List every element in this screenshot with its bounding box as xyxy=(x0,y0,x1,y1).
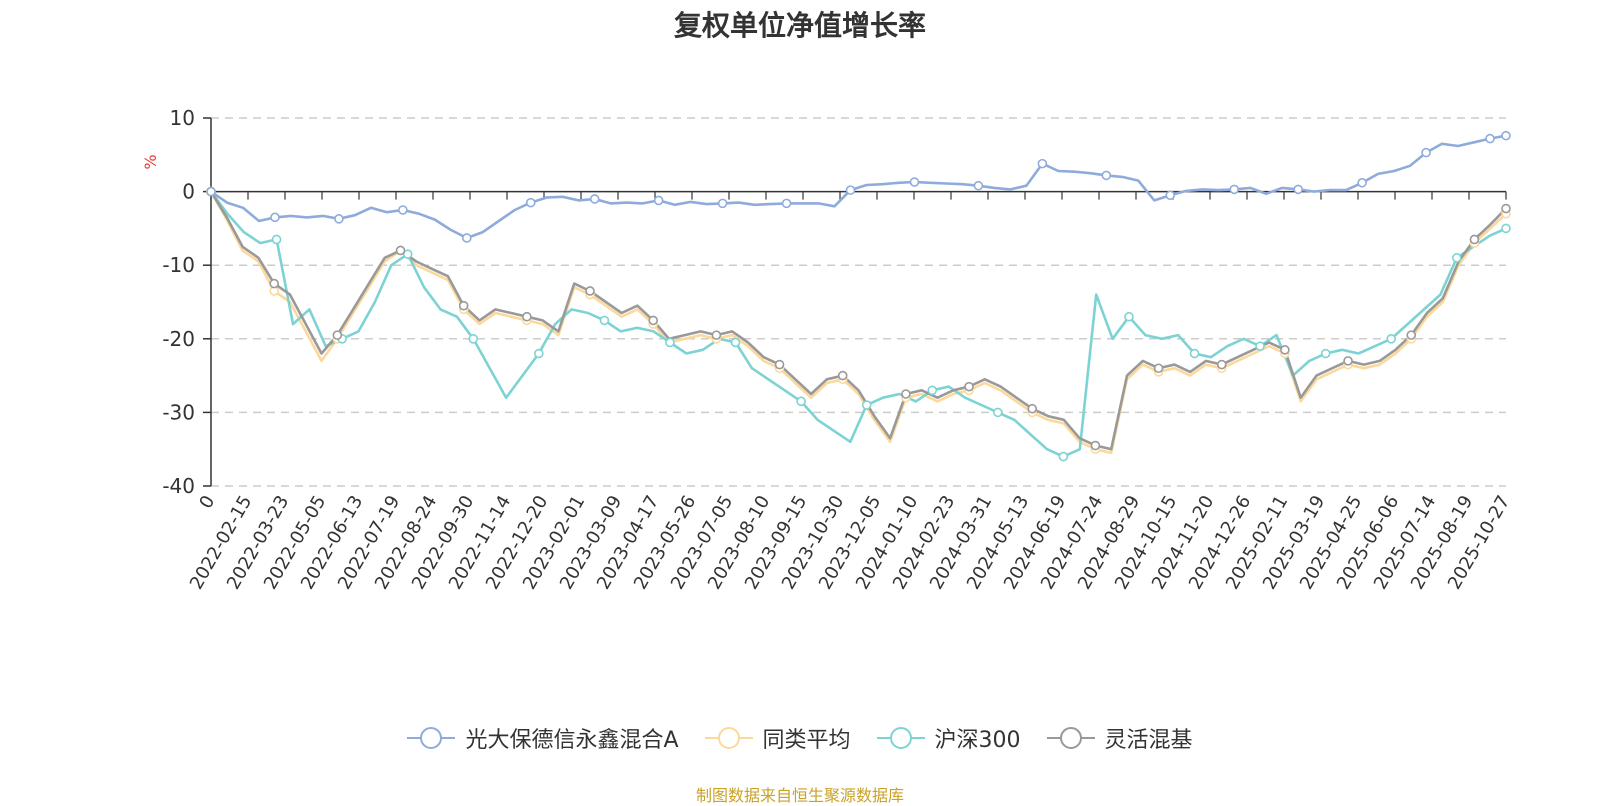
data-point xyxy=(1037,158,1048,169)
series-line xyxy=(209,190,1507,451)
data-point xyxy=(653,195,664,206)
legend-label: 光大保德信永鑫混合A xyxy=(465,728,679,753)
legend-swatch-icon xyxy=(1046,727,1095,749)
legend-item[interactable]: 灵活混基 xyxy=(1046,722,1193,754)
data-point xyxy=(1153,363,1164,374)
data-point xyxy=(458,300,469,311)
legend-label: 沪深300 xyxy=(934,728,1021,753)
legend-item[interactable]: 光大保德信永鑫混合A xyxy=(407,722,679,754)
data-point xyxy=(901,389,911,399)
data-point xyxy=(206,186,216,197)
x-tick-labels: 02022-02-152022-03-232022-05-052022-06-1… xyxy=(186,492,1514,593)
legend-item[interactable]: 同类平均 xyxy=(704,722,851,754)
data-point xyxy=(1216,359,1227,370)
data-point xyxy=(269,278,279,289)
series-markers xyxy=(206,130,1511,462)
data-point xyxy=(589,194,600,204)
legend-swatch-icon xyxy=(704,727,753,749)
data-point xyxy=(1090,440,1101,451)
data-point xyxy=(1421,147,1431,158)
data-point xyxy=(909,177,920,187)
grid-lines xyxy=(211,117,1506,487)
y-tick-labels: 10 0 -10 -20 -30 -40 xyxy=(162,106,195,498)
y-tick-label: -10 xyxy=(162,253,195,277)
legend-label: 同类平均 xyxy=(762,728,851,753)
data-point xyxy=(599,315,610,326)
data-point xyxy=(648,315,658,326)
data-point xyxy=(1469,234,1480,245)
data-point xyxy=(1027,403,1038,414)
y-tick-label: -30 xyxy=(162,400,195,424)
y-tick-label: -40 xyxy=(162,474,195,498)
data-point xyxy=(1357,177,1367,188)
data-point xyxy=(1485,133,1495,144)
data-point xyxy=(927,385,938,396)
data-point xyxy=(271,234,282,245)
data-point xyxy=(1189,348,1200,359)
legend-swatch-icon xyxy=(876,727,925,749)
y-tick-label: 0 xyxy=(182,180,195,204)
data-point xyxy=(711,330,722,340)
data-point xyxy=(462,233,472,243)
data-point xyxy=(717,198,728,209)
data-point xyxy=(861,400,872,410)
data-point xyxy=(964,381,974,392)
data-point xyxy=(534,348,544,359)
x-tick-label: 0 xyxy=(195,492,219,512)
data-point xyxy=(398,205,408,215)
data-point xyxy=(270,212,280,223)
data-point xyxy=(1229,184,1240,195)
y-axis-label: % xyxy=(141,154,160,169)
data-point xyxy=(1058,451,1069,462)
data-point xyxy=(334,214,344,224)
data-point xyxy=(1343,356,1353,366)
legend-swatch-icon xyxy=(407,727,456,749)
source-note: 制图数据来自恒生聚源数据库 xyxy=(695,786,904,805)
data-point xyxy=(1101,170,1112,181)
data-point xyxy=(837,370,848,381)
series-line xyxy=(209,190,1507,455)
legend: 光大保德信永鑫混合A 同类平均 沪深300 灵活混基 xyxy=(0,722,1600,754)
data-point xyxy=(332,330,343,340)
data-point xyxy=(1320,348,1331,359)
series-lines xyxy=(209,134,1507,458)
data-point xyxy=(1406,330,1417,340)
data-point xyxy=(1501,130,1511,141)
data-point xyxy=(665,337,675,348)
legend-label: 灵活混基 xyxy=(1104,728,1193,753)
series-line xyxy=(210,134,1507,240)
y-tick-label: 10 xyxy=(170,106,195,130)
data-point xyxy=(781,198,792,209)
data-point xyxy=(468,333,479,344)
data-point xyxy=(525,197,536,208)
data-point xyxy=(402,249,413,259)
data-point xyxy=(1452,253,1462,263)
data-point xyxy=(993,407,1003,418)
data-point xyxy=(796,396,806,407)
data-point xyxy=(1165,190,1176,201)
data-point xyxy=(973,180,984,191)
chart-title: 复权单位净值增长率 xyxy=(673,9,926,42)
data-point xyxy=(585,286,595,296)
series-line xyxy=(209,190,1507,458)
data-point xyxy=(1255,341,1265,351)
y-tick-label: -20 xyxy=(162,327,195,351)
data-point xyxy=(1124,311,1134,322)
data-point xyxy=(1386,333,1397,344)
data-point xyxy=(1501,223,1511,234)
data-point xyxy=(522,311,532,322)
data-point xyxy=(845,185,856,195)
data-point xyxy=(1501,203,1511,214)
data-point xyxy=(774,359,785,370)
legend-item[interactable]: 沪深300 xyxy=(876,722,1021,754)
axes xyxy=(203,117,1507,487)
data-point xyxy=(730,337,741,348)
data-point xyxy=(395,245,406,256)
data-point xyxy=(1293,184,1303,195)
data-point xyxy=(1280,345,1290,355)
